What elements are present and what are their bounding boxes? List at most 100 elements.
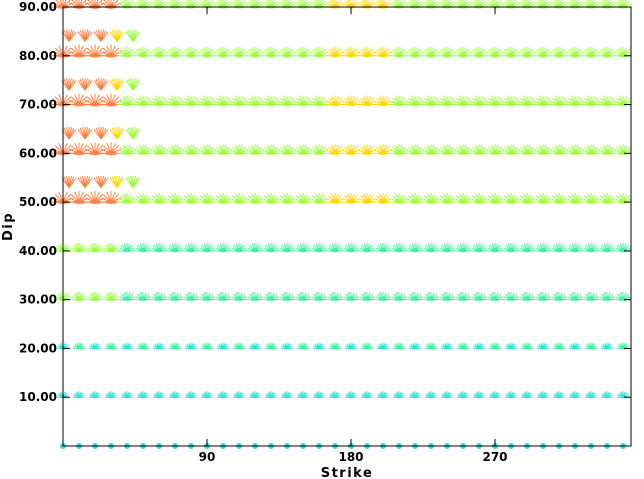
y-tick-label: 20.00 <box>19 341 57 355</box>
mechanism-glyph-inverted <box>93 175 109 189</box>
mechanism-glyph <box>121 342 133 350</box>
mechanism-glyph <box>345 391 357 399</box>
mechanism-glyph <box>489 391 501 399</box>
mechanism-glyph <box>313 391 325 399</box>
mechanism-glyph <box>118 193 136 204</box>
mechanism-glyph <box>502 95 520 107</box>
mechanism-glyph <box>199 242 215 253</box>
mechanism-glyph <box>374 193 392 204</box>
mechanism-glyph <box>582 95 600 107</box>
mechanism-glyph <box>169 342 181 350</box>
mechanism-glyph <box>535 242 551 253</box>
mechanism-glyph <box>281 391 293 399</box>
mechanism-glyph <box>422 95 440 107</box>
mechanism-glyph <box>313 342 325 350</box>
mechanism-glyph <box>71 242 87 253</box>
mechanism-glyph <box>199 291 215 302</box>
mechanism-glyph <box>617 342 629 350</box>
mechanism-glyph <box>246 144 264 155</box>
mechanism-glyph <box>342 95 360 107</box>
mechanism-glyph <box>409 391 421 399</box>
mechanism-glyph <box>422 193 440 204</box>
mechanism-glyph-inverted <box>77 78 93 91</box>
mechanism-glyph <box>585 342 597 350</box>
mechanism-glyph <box>169 391 181 399</box>
mechanism-glyph <box>617 391 629 399</box>
mechanism-glyph <box>598 46 616 58</box>
mechanism-glyph <box>326 95 344 107</box>
mechanism-glyph <box>103 291 119 302</box>
mechanism-glyph <box>327 242 343 253</box>
mechanism-glyph <box>278 144 296 155</box>
mechanism-glyph <box>100 191 122 205</box>
mechanism-glyph <box>310 193 328 204</box>
mechanism-glyph <box>215 291 231 302</box>
mechanism-glyph <box>214 95 232 107</box>
mechanism-glyph <box>87 242 103 253</box>
mechanism-glyph <box>281 342 293 350</box>
mechanism-glyph <box>265 342 277 350</box>
x-tick-label: 270 <box>482 450 507 464</box>
mechanism-glyph <box>326 144 344 155</box>
mechanism-glyph <box>68 0 90 9</box>
mechanism-glyph <box>374 95 392 107</box>
mechanism-glyph <box>68 142 90 156</box>
mechanism-glyph <box>198 144 216 155</box>
mechanism-glyph-inverted <box>61 175 77 189</box>
mechanism-glyph <box>425 391 437 399</box>
mechanism-glyph <box>326 46 344 58</box>
mechanism-glyph <box>246 46 264 58</box>
mechanism-glyph <box>537 391 549 399</box>
mechanism-glyph <box>342 193 360 204</box>
mechanism-glyph <box>518 46 536 58</box>
mechanism-glyph <box>134 95 152 107</box>
mechanism-glyph <box>201 342 213 350</box>
mechanism-glyph <box>422 144 440 155</box>
mechanism-glyph <box>345 342 357 350</box>
mechanism-glyph <box>457 342 469 350</box>
mechanism-glyph <box>454 193 472 204</box>
mechanism-glyph <box>374 46 392 58</box>
mechanism-glyph <box>534 193 552 204</box>
mechanism-glyph <box>73 342 85 350</box>
mechanism-glyph <box>377 391 389 399</box>
mechanism-glyph <box>390 144 408 155</box>
mechanism-glyph <box>297 342 309 350</box>
mechanism-glyph <box>294 193 312 204</box>
mechanism-glyph <box>329 342 341 350</box>
mechanism-glyph <box>566 95 584 107</box>
mechanism-glyph <box>406 46 424 58</box>
y-tick-label: 90.00 <box>19 0 57 14</box>
mechanism-glyph <box>134 144 152 155</box>
mechanism-glyph <box>455 291 471 302</box>
mechanism-glyph-inverted <box>109 29 125 42</box>
mechanism-glyph <box>487 242 503 253</box>
y-axis-label: Dip <box>1 212 16 241</box>
mechanism-glyph <box>262 95 280 107</box>
mechanism-glyph <box>521 391 533 399</box>
mechanism-glyph <box>390 95 408 107</box>
mechanism-glyph <box>358 95 376 107</box>
mechanism-glyph <box>505 391 517 399</box>
mechanism-glyph <box>486 144 504 155</box>
mechanism-glyph <box>518 193 536 204</box>
mechanism-glyph <box>455 242 471 253</box>
mechanism-glyph <box>137 342 149 350</box>
mechanism-glyph <box>422 46 440 58</box>
mechanism-glyph <box>84 142 106 156</box>
mechanism-glyph <box>361 342 373 350</box>
mechanism-glyph <box>182 46 200 58</box>
mechanism-glyph <box>103 242 119 253</box>
mechanism-glyph-inverted <box>125 126 141 140</box>
mechanism-glyph <box>439 242 455 253</box>
mechanism-glyph <box>502 46 520 58</box>
mechanism-glyph-inverted <box>61 126 77 140</box>
mechanism-glyph <box>550 46 568 58</box>
mechanism-glyph-inverted <box>109 126 125 140</box>
mechanism-glyph <box>406 144 424 155</box>
mechanism-glyph-inverted <box>109 175 125 189</box>
mechanism-glyph <box>598 95 616 107</box>
mechanism-glyph <box>441 342 453 350</box>
mechanism-glyph <box>406 95 424 107</box>
mechanism-glyph <box>390 193 408 204</box>
